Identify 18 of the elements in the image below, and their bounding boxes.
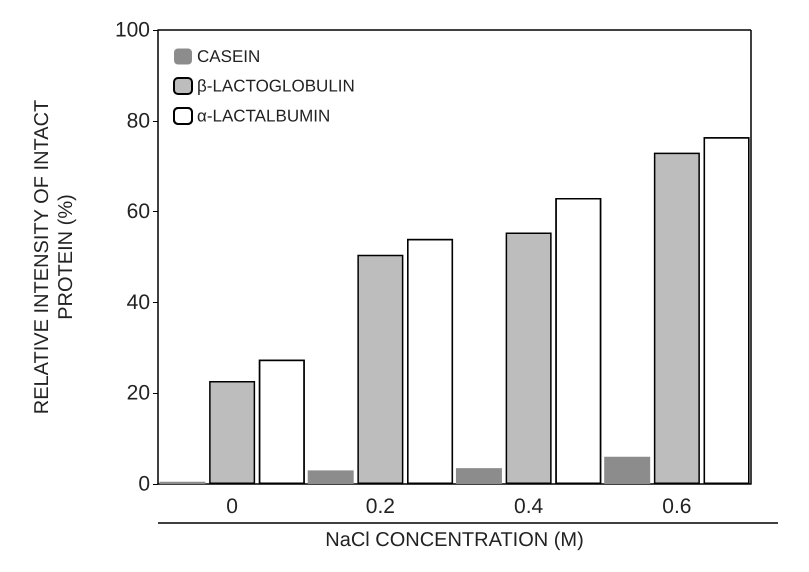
x-tick-label: 0 [226, 495, 238, 518]
legend-label: β-LACTOGLOBULIN [197, 76, 355, 96]
y-tick-label: 40 [126, 290, 150, 314]
legend-label: CASEIN [197, 47, 260, 66]
legend-label: α-LACTALBUMIN [197, 106, 330, 126]
y-tick-label: 0 [138, 472, 150, 496]
y-tick-label: 20 [126, 382, 150, 405]
bar [308, 470, 354, 484]
x-tick-label: 0.6 [662, 495, 692, 518]
y-tick-label: 100 [114, 18, 150, 42]
bar [604, 456, 650, 484]
x-tick-label: 0.2 [366, 495, 395, 518]
y-tick-label: 80 [126, 109, 150, 132]
bar [456, 468, 502, 484]
x-tick-label: 0.4 [514, 495, 544, 518]
y-axis-title: RELATIVE INTENSITY OF INTACT PROTEIN (%) [31, 100, 77, 414]
y-tick-label: 60 [126, 200, 150, 224]
x-axis-title: NaCl CONCENTRATION (M) [325, 529, 584, 551]
